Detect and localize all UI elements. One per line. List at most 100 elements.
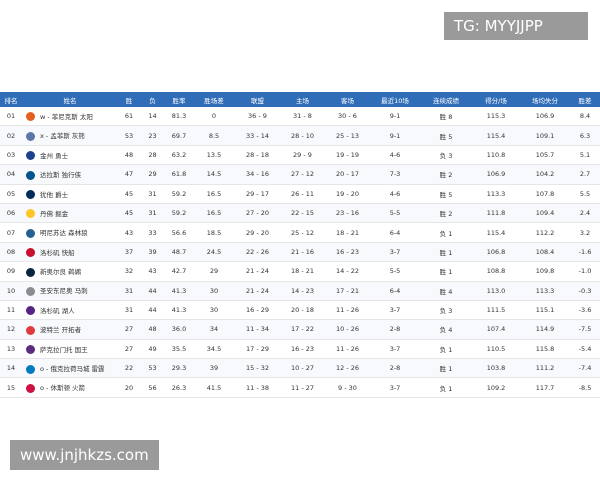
team-name: 金州 勇士	[40, 151, 69, 160]
table-cell: 07	[0, 222, 22, 243]
team-logo	[26, 209, 35, 219]
team-logo	[26, 345, 35, 355]
table-cell: 12	[0, 319, 22, 340]
table-cell: 17 - 21	[325, 281, 370, 301]
table-row: 10 圣安东尼奥 马刺 31 44 41.3 30 21 - 24 14 - 23 17 - 2…	[0, 281, 600, 301]
team-name: 达拉斯 独行侠	[40, 171, 82, 180]
table-cell: -3.6	[570, 300, 600, 321]
table-cell: 39	[193, 358, 235, 379]
table-cell: 20	[118, 377, 140, 398]
team-cell: w - 菲尼克斯 太阳	[22, 107, 118, 127]
table-cell: 14	[0, 358, 22, 379]
team-cell: o - 俄克拉荷马城 雷霆	[22, 358, 118, 379]
team-logo	[26, 131, 35, 141]
table-cell: 2-8	[370, 358, 420, 379]
team-cell: 洛杉矶 快船	[22, 242, 118, 263]
table-cell: 胜 2	[420, 203, 472, 224]
team-name: 洛杉矶 湖人	[40, 306, 75, 315]
table-cell: 36 - 9	[235, 107, 280, 127]
table-cell: 18 - 21	[325, 222, 370, 243]
table-cell: 06	[0, 203, 22, 224]
team-cell: 新奥尔良 鹈鹕	[22, 261, 118, 282]
team-cell: 萨克拉门托 国王	[22, 339, 118, 360]
team-cell: o - 休斯顿 火箭	[22, 377, 118, 398]
table-cell: 109.2	[472, 377, 520, 398]
table-cell: 111.8	[472, 203, 520, 224]
team-cell: 丹佛 掘金	[22, 203, 118, 224]
table-cell: 23	[140, 125, 165, 146]
team-name: 新奥尔良 鹈鹕	[40, 268, 82, 277]
table-row: 12 波特兰 开拓者 27 48 36.0 34 11 - 34 17 - 22 10 - 26…	[0, 319, 600, 340]
table-cell: 11 - 34	[235, 319, 280, 340]
team-name: 洛杉矶 快船	[40, 248, 75, 257]
watermark: TG: MYYJJPP	[444, 12, 588, 40]
table-cell: 37	[118, 242, 140, 263]
table-cell: 20 - 18	[280, 300, 325, 321]
header-row: 排名 姓名胜负胜率 胜场差 联盟 主场 客场 最近10场 连续成绩 得分/场 场均失分 胜差	[0, 92, 600, 107]
table-cell: 04	[0, 164, 22, 185]
table-cell: 胜 5	[420, 184, 472, 204]
table-cell: 29 - 20	[235, 222, 280, 243]
table-row: 06 丹佛 掘金 45 31 59.2 16.5 27 - 20 22 - 15 23 - 16…	[0, 203, 600, 224]
table-row: 02 x - 孟菲斯 灰熊 53 23 69.7 8.5 33 - 14 28 - 10 25 …	[0, 125, 600, 146]
team-name: 波特兰 开拓者	[40, 326, 82, 335]
table-cell: 29 - 9	[280, 145, 325, 166]
table-cell: 29	[140, 164, 165, 185]
table-cell: 113.3	[472, 184, 520, 204]
column-header: 联盟	[235, 92, 280, 107]
table-cell: 30	[193, 300, 235, 321]
table-cell: 6-4	[370, 281, 420, 301]
table-cell: 115.4	[472, 125, 520, 146]
table-cell: 胜 4	[420, 281, 472, 301]
team-logo	[26, 112, 35, 122]
table-cell: 111.5	[472, 300, 520, 321]
table-cell: 26.3	[165, 377, 193, 398]
table-cell: 39	[140, 242, 165, 263]
table-cell: 11 - 26	[325, 300, 370, 321]
table-cell: 48.7	[165, 242, 193, 263]
table-cell: 18.5	[193, 222, 235, 243]
table-cell: 31	[118, 281, 140, 301]
table-cell: 61	[118, 107, 140, 127]
table-cell: 7-3	[370, 164, 420, 185]
team-name: 圣安东尼奥 马刺	[40, 287, 88, 296]
table-cell: 19 - 20	[325, 184, 370, 204]
table-cell: 胜 5	[420, 125, 472, 146]
table-cell: 109.8	[520, 261, 570, 282]
table-cell: 28	[140, 145, 165, 166]
table-cell: 负 4	[420, 319, 472, 340]
table-cell: 9-1	[370, 107, 420, 127]
table-cell: 11	[0, 300, 22, 321]
table-cell: 12 - 26	[325, 358, 370, 379]
table-cell: 8.5	[193, 125, 235, 146]
table-cell: -7.4	[570, 358, 600, 379]
table-cell: 110.5	[472, 339, 520, 360]
team-name: 犹他 爵士	[40, 190, 69, 199]
table-cell: 3-7	[370, 300, 420, 321]
table-cell: -7.5	[570, 319, 600, 340]
table-cell: 25 - 12	[280, 222, 325, 243]
table-cell: 10 - 26	[325, 319, 370, 340]
table-cell: 31	[118, 300, 140, 321]
table-cell: 胜 1	[420, 358, 472, 379]
table-cell: 5.1	[570, 145, 600, 166]
table-cell: 81.3	[165, 107, 193, 127]
table-cell: 56.6	[165, 222, 193, 243]
table-cell: 42.7	[165, 261, 193, 282]
team-name: o - 俄克拉荷马城 雷霆	[40, 365, 105, 374]
table-cell: 4-6	[370, 184, 420, 204]
table-cell: 17 - 22	[280, 319, 325, 340]
column-header: 负	[140, 92, 165, 107]
team-cell: 明尼苏达 森林狼	[22, 222, 118, 243]
team-cell: 洛杉矶 湖人	[22, 300, 118, 321]
table-row: 07 明尼苏达 森林狼 43 33 56.6 18.5 29 - 20 25 - 12 18 -…	[0, 222, 600, 243]
table-cell: 5-5	[370, 261, 420, 282]
column-header: 连续成绩	[420, 92, 472, 107]
table-cell: 14	[140, 107, 165, 127]
table-cell: -1.0	[570, 261, 600, 282]
table-cell: 11 - 26	[325, 339, 370, 360]
table-cell: 105.7	[520, 145, 570, 166]
table-cell: 6-4	[370, 222, 420, 243]
table-cell: 14.5	[193, 164, 235, 185]
column-header: 最近10场	[370, 92, 420, 107]
